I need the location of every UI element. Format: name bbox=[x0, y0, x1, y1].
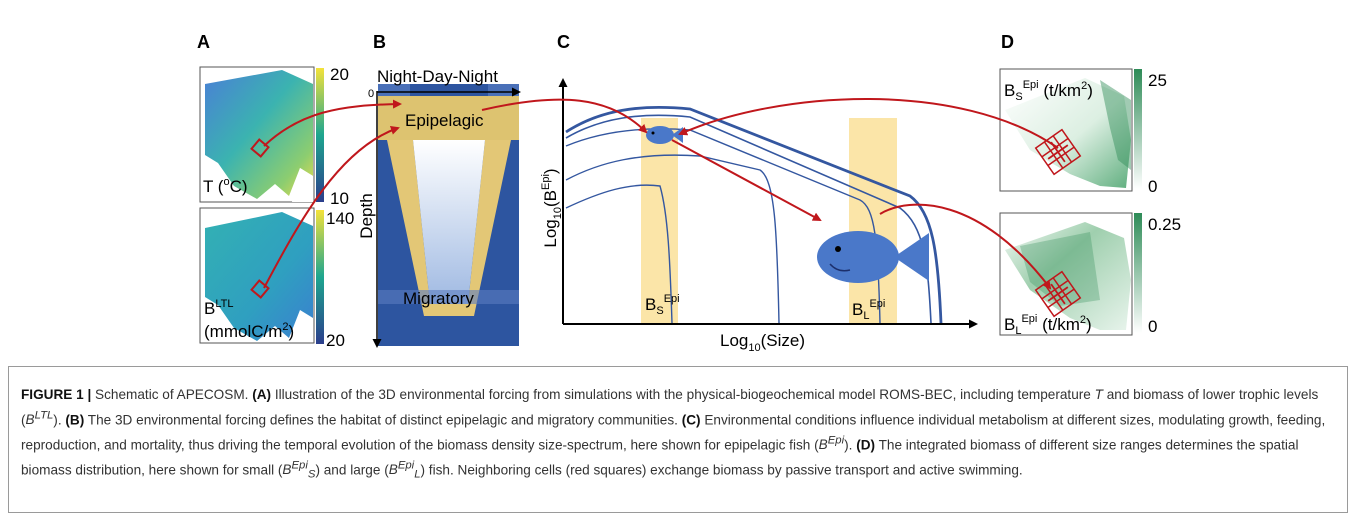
epipelagic-label: Epipelagic bbox=[405, 111, 484, 130]
small-map-cell-grid bbox=[1034, 128, 1082, 176]
spectrum-curve-5 bbox=[565, 184, 673, 324]
biomass-colorbar bbox=[316, 210, 324, 344]
spectrum-curve-4 bbox=[565, 154, 780, 324]
caption-d-text-2: ) and large ( bbox=[315, 462, 389, 478]
arrow-temperature-to-habitat bbox=[263, 99, 402, 147]
large-biomass-map: BLEpi (t/km2) bbox=[999, 212, 1133, 337]
caption-tag-b: (B) bbox=[65, 412, 85, 428]
panel-b-letter: B bbox=[373, 32, 386, 52]
temperature-label: T (oC) bbox=[203, 176, 248, 196]
spectrum-curve-3 bbox=[565, 128, 881, 324]
caption-tag-c: (C) bbox=[681, 412, 701, 428]
biomass-min: 20 bbox=[326, 331, 345, 350]
small-size-label: BSEpi bbox=[645, 293, 680, 317]
caption-d-symbol-large: BEpiL bbox=[388, 459, 421, 482]
arrow-epipelagic-to-small-fish bbox=[481, 98, 648, 134]
caption-d-symbol-small: BEpiS bbox=[282, 459, 316, 482]
small-biomass-map: BSEpi (t/km2) bbox=[999, 68, 1133, 192]
caption-d-text-3: ) fish. Neighboring cells (red squares) … bbox=[420, 462, 1023, 478]
caption-c-symbol: BEpi bbox=[818, 434, 845, 453]
small-biomass-min: 0 bbox=[1148, 177, 1157, 196]
panel-a: A T (oC) 20 10 BLTL (mmolC/m2) 140 20 bbox=[197, 32, 354, 350]
panel-d-letter: D bbox=[1001, 32, 1014, 52]
depth-zero: 0 bbox=[368, 88, 374, 100]
panel-a-letter: A bbox=[197, 32, 210, 52]
panel-d: D BSEpi (t/km2) 25 0 bbox=[999, 32, 1181, 337]
biomass-unit: (mmolC/m2) bbox=[204, 321, 294, 341]
temperature-max: 20 bbox=[330, 65, 349, 84]
arrow-large-fish-to-map bbox=[879, 203, 1052, 290]
caption-tag-d: (D) bbox=[856, 437, 876, 453]
temperature-cell-marker bbox=[250, 138, 270, 158]
biomass-map: BLTL (mmolC/m2) bbox=[199, 207, 315, 344]
biomass-axis-label: Log10(BEpi) bbox=[540, 168, 564, 247]
spectrum-curve-1 bbox=[565, 105, 943, 324]
panel-b: B Night-Day-Night 0 Depth Epipelagic Mig… bbox=[357, 32, 521, 348]
caption-b-text: The 3D environmental forcing defines the… bbox=[84, 412, 682, 428]
caption-c-text-1: Environmental conditions influence indiv… bbox=[21, 412, 1326, 453]
caption-a-t: T bbox=[1094, 387, 1103, 402]
cycle-label: Night-Day-Night bbox=[377, 67, 498, 86]
small-biomass-colorbar bbox=[1134, 69, 1142, 189]
panel-c: C Log10(BEpi) Log10(Size) BSEpi BLEpi bbox=[540, 32, 978, 354]
size-axis-label: Log10(Size) bbox=[720, 331, 805, 354]
large-biomass-max: 0.25 bbox=[1148, 215, 1181, 234]
caption-a-text-2: and biomass of lower trophic levels ( bbox=[21, 387, 1319, 428]
small-size-band bbox=[641, 118, 678, 324]
large-biomass-label: BLEpi (t/km2) bbox=[1004, 313, 1092, 337]
panel-c-letter: C bbox=[557, 32, 570, 52]
caption-title: Schematic of APECOSM. bbox=[91, 387, 253, 402]
caption-figure-label: FIGURE 1 | bbox=[21, 387, 92, 402]
small-biomass-label: BSEpi (t/km2) bbox=[1004, 79, 1093, 103]
large-size-label: BLEpi bbox=[852, 298, 885, 322]
arrow-small-map-to-fish bbox=[678, 98, 1059, 149]
caption-a-text-3: ). bbox=[53, 412, 66, 428]
large-biomass-min: 0 bbox=[1148, 317, 1157, 336]
migratory-label: Migratory bbox=[403, 289, 474, 308]
biomass-max: 140 bbox=[326, 209, 354, 228]
temperature-colorbar bbox=[316, 68, 324, 202]
arrow-small-to-large-fish bbox=[671, 139, 822, 221]
caption-a-symbol: BLTL bbox=[25, 409, 54, 428]
figure-caption: FIGURE 1 | Schematic of APECOSM. (A) Ill… bbox=[21, 385, 1339, 486]
biomass-label: BLTL bbox=[204, 298, 233, 318]
migratory-path bbox=[387, 140, 511, 316]
temperature-map: T (oC) bbox=[199, 66, 315, 203]
temperature-min: 10 bbox=[330, 189, 349, 208]
connector-arrows bbox=[263, 98, 1059, 290]
arrow-biomass-to-habitat bbox=[263, 126, 400, 289]
large-biomass-colorbar bbox=[1134, 213, 1142, 333]
caption-c-text-2: ). bbox=[844, 437, 857, 453]
depth-axis-label: Depth bbox=[357, 193, 376, 238]
large-fish-icon bbox=[817, 231, 929, 283]
caption-a-text-1: Illustration of the 3D environmental for… bbox=[271, 387, 1095, 402]
caption-box: FIGURE 1 | Schematic of APECOSM. (A) Ill… bbox=[8, 366, 1348, 513]
small-biomass-max: 25 bbox=[1148, 71, 1167, 90]
biomass-cell-marker bbox=[250, 279, 270, 299]
caption-d-text-1: The integrated biomass of different size… bbox=[21, 437, 1299, 478]
caption-tag-a: (A) bbox=[252, 387, 272, 402]
figure-graphic: A T (oC) 20 10 BLTL (mmolC/m2) 140 20 B bbox=[197, 32, 1181, 354]
